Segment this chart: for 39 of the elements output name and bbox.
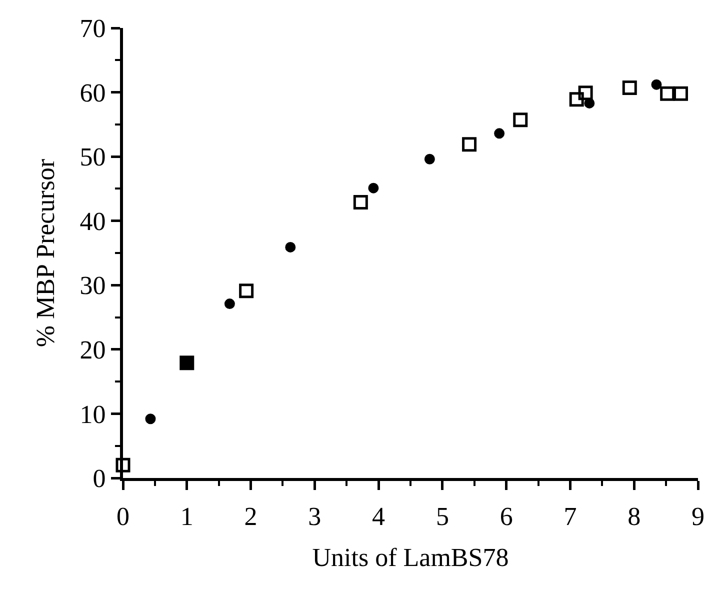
y-tick-label: 40	[80, 206, 106, 236]
point	[578, 86, 593, 100]
point	[353, 194, 368, 210]
point	[494, 128, 505, 139]
point	[674, 86, 688, 101]
point	[462, 137, 477, 152]
point	[584, 98, 595, 108]
point	[368, 182, 379, 194]
point	[285, 242, 296, 252]
x-tick-label: 4	[372, 502, 386, 532]
x-tick-label: 3	[308, 502, 322, 532]
point	[224, 298, 235, 310]
x-tick-label: 5	[436, 502, 449, 532]
y-tick-label: 10	[80, 400, 106, 429]
y-tick-label: 70	[80, 14, 106, 44]
y-tick-label: 20	[80, 336, 106, 365]
point	[622, 80, 637, 96]
x-tick-label: 9	[692, 502, 704, 532]
point	[513, 112, 528, 128]
y-tick-label: 30	[80, 271, 106, 300]
point	[180, 356, 194, 370]
x-tick-label: 2	[244, 502, 258, 532]
point	[239, 284, 254, 298]
point	[145, 414, 156, 424]
point	[116, 458, 130, 472]
y-axis-title: % MBP Precursor	[31, 158, 60, 348]
point	[660, 86, 675, 101]
point	[424, 154, 435, 164]
y-tick-label: 50	[80, 142, 106, 172]
point	[651, 79, 662, 90]
x-tick-label: 8	[628, 502, 641, 532]
y-tick-label: 60	[80, 78, 106, 108]
x-axis-title: Units of LamBS78	[312, 542, 509, 572]
x-tick-label: 1	[180, 502, 194, 532]
x-tick-label: 6	[500, 502, 513, 532]
x-tick-label: 0	[116, 502, 130, 532]
x-tick-label: 7	[564, 502, 577, 532]
y-tick-label: 0	[92, 464, 106, 494]
point	[569, 92, 584, 107]
